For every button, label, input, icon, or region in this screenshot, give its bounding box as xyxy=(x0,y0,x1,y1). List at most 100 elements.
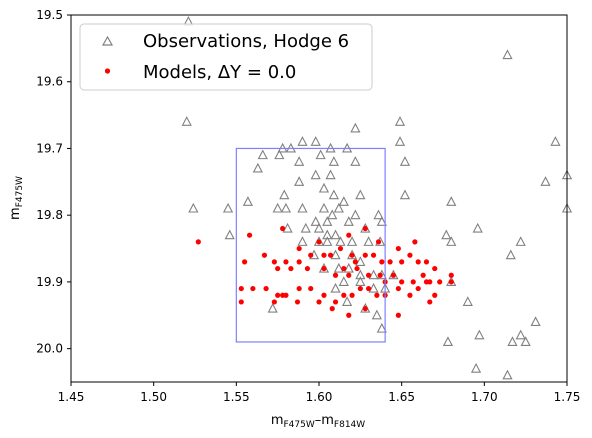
observation-point-39 xyxy=(333,202,344,213)
model-point-37 xyxy=(346,272,352,278)
observation-point-73 xyxy=(333,262,344,273)
y-axis-label-main: m xyxy=(8,207,23,220)
observation-point-67 xyxy=(505,249,516,260)
observation-point-23 xyxy=(294,176,305,186)
model-point-49 xyxy=(238,285,244,292)
observation-point-84 xyxy=(341,296,353,306)
model-point-60 xyxy=(357,285,363,292)
model-point-27 xyxy=(407,252,413,258)
model-point-67 xyxy=(423,279,430,285)
observation-point-27 xyxy=(279,189,290,200)
observation-point-43 xyxy=(322,216,333,226)
observation-point-97 xyxy=(470,362,482,373)
observation-point-53 xyxy=(330,229,341,240)
model-point-15 xyxy=(296,259,302,265)
observation-point-38 xyxy=(318,202,330,213)
model-point-48 xyxy=(448,279,454,285)
observation-point-58 xyxy=(363,236,374,246)
model-point-30 xyxy=(432,265,438,272)
model-point-59 xyxy=(349,292,355,298)
observation-point-21 xyxy=(310,169,321,180)
model-point-75 xyxy=(346,312,352,318)
observation-point-74 xyxy=(343,262,354,273)
highlight-box xyxy=(235,147,386,343)
observation-point-90 xyxy=(267,302,278,313)
observation-point-35 xyxy=(272,202,283,213)
model-point-0 xyxy=(195,239,201,245)
observation-point-65 xyxy=(472,222,483,233)
model-point-50 xyxy=(250,285,256,292)
model-point-65 xyxy=(407,292,413,298)
model-point-20 xyxy=(349,252,355,258)
model-point-38 xyxy=(354,265,360,272)
x-tick-label-3: 1.60 xyxy=(306,390,333,404)
x-axis-label: mF475W–mF814W xyxy=(271,413,365,430)
observation-point-91 xyxy=(442,336,454,347)
x-axis-label-main: m xyxy=(271,413,284,428)
observation-point-2 xyxy=(181,116,192,126)
legend: Observations, Hodge 6 Models, ΔY = 0.0 xyxy=(79,23,373,91)
model-point-78 xyxy=(427,299,433,305)
observation-point-79 xyxy=(338,276,349,286)
observation-point-30 xyxy=(355,189,366,200)
observation-point-20 xyxy=(252,162,263,173)
y-tick-label-2: 19.7 xyxy=(36,141,63,155)
observation-point-17 xyxy=(328,156,339,166)
model-point-31 xyxy=(275,265,281,272)
model-point-45 xyxy=(420,272,426,278)
model-point-6 xyxy=(362,225,368,232)
model-point-43 xyxy=(399,279,405,285)
model-point-71 xyxy=(280,292,286,298)
model-point-44 xyxy=(410,279,416,285)
model-point-40 xyxy=(377,272,383,278)
model-point-61 xyxy=(366,285,372,292)
model-point-25 xyxy=(387,259,393,265)
legend-marker-models xyxy=(104,68,111,74)
model-point-47 xyxy=(437,279,443,285)
observation-point-60 xyxy=(224,229,235,240)
model-point-24 xyxy=(379,259,385,265)
model-point-77 xyxy=(395,312,401,318)
observation-point-34 xyxy=(222,202,234,213)
observation-point-57 xyxy=(346,236,358,246)
model-point-70 xyxy=(271,299,277,305)
observation-point-95 xyxy=(520,336,531,347)
observation-point-81 xyxy=(368,282,379,293)
observation-point-62 xyxy=(322,229,333,240)
y-tick-label-0: 19.5 xyxy=(36,8,63,22)
observation-point-4 xyxy=(394,116,406,126)
model-point-28 xyxy=(415,259,421,265)
observation-point-86 xyxy=(371,309,382,320)
x-axis-label-sep: –m xyxy=(315,413,334,428)
model-point-21 xyxy=(352,259,358,265)
observation-point-29 xyxy=(328,189,339,200)
observation-point-32 xyxy=(399,189,411,200)
x-tick-label-2: 1.55 xyxy=(223,390,250,404)
legend-marker-observations xyxy=(101,35,114,46)
x-tick-label-1: 1.50 xyxy=(140,390,167,404)
model-point-58 xyxy=(341,292,347,298)
x-tick-label-6: 1.75 xyxy=(554,390,581,404)
observation-point-46 xyxy=(373,209,384,220)
ticks-layer: 1.45 1.50 1.55 1.60 1.65 1.70 1.75 19.5 19.6 19.7… xyxy=(36,8,580,404)
observation-point-18 xyxy=(350,156,361,166)
model-point-11 xyxy=(242,259,248,265)
model-point-56 xyxy=(321,292,327,298)
observation-point-55 xyxy=(322,236,333,246)
legend-label-observations: Observations, Hodge 6 xyxy=(143,31,349,52)
model-point-26 xyxy=(399,259,405,265)
x-axis-label-sub2: F814W xyxy=(334,420,365,430)
x-tick-label-4: 1.65 xyxy=(388,390,415,404)
model-point-18 xyxy=(327,252,334,258)
model-point-73 xyxy=(316,299,322,305)
observation-point-69 xyxy=(330,249,341,260)
observation-point-33 xyxy=(188,202,199,213)
observation-point-48 xyxy=(446,196,457,206)
observation-point-75 xyxy=(355,269,366,280)
observation-point-36 xyxy=(280,202,292,213)
model-point-68 xyxy=(432,292,438,298)
model-point-4 xyxy=(316,239,322,245)
observation-point-15 xyxy=(294,156,305,166)
observation-point-80 xyxy=(355,276,366,286)
observation-point-31 xyxy=(338,196,349,206)
